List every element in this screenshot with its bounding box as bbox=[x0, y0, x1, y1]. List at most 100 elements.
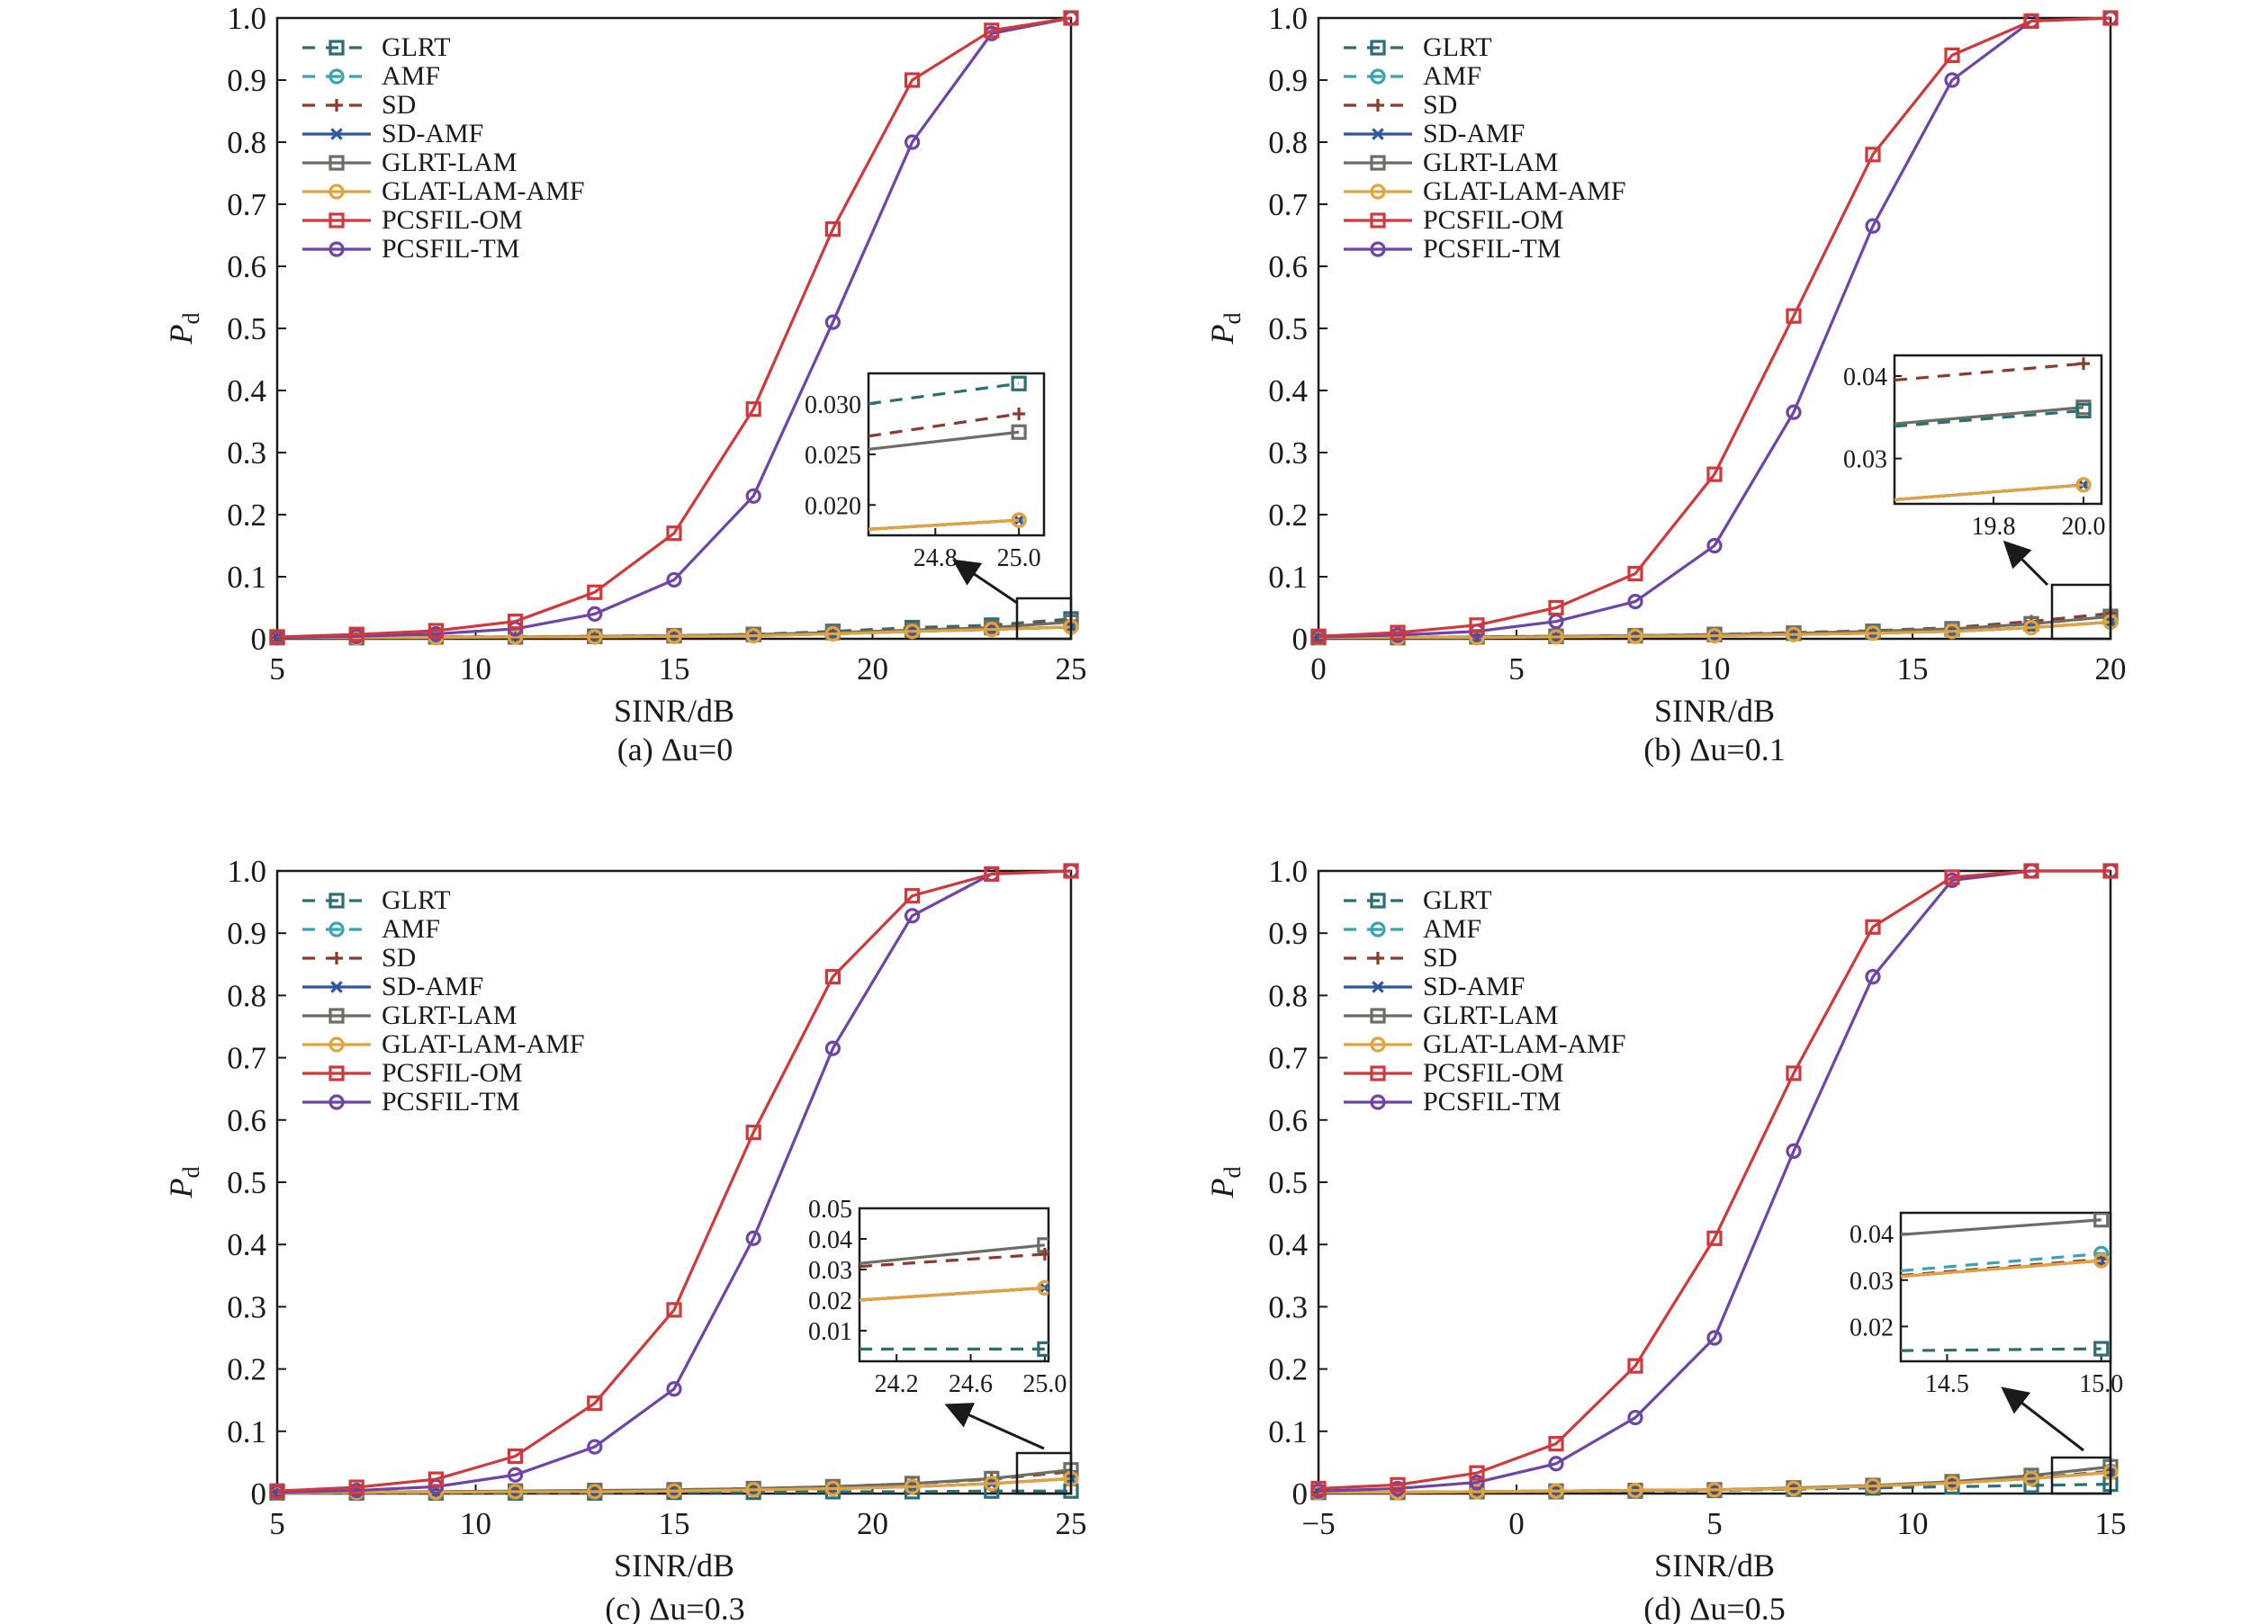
y-tick-label: 0.3 bbox=[1268, 435, 1308, 471]
inset-data-point bbox=[1011, 375, 1027, 391]
legend-label: AMF bbox=[382, 914, 440, 944]
inset-series-glrt bbox=[868, 375, 1027, 406]
y-tick-label: 0.7 bbox=[227, 1041, 266, 1076]
series-line bbox=[1318, 869, 2110, 1491]
y-tick-label: 0.1 bbox=[227, 1414, 266, 1449]
legend-marker bbox=[1372, 99, 1384, 112]
inset: 0.03 0.04 19.8 20.0 bbox=[1843, 354, 2106, 541]
inset-series-line bbox=[868, 381, 1020, 406]
data-point bbox=[824, 969, 842, 985]
legend-marker bbox=[1370, 40, 1386, 56]
inset-series-glrt bbox=[860, 1341, 1048, 1358]
inset-x-tick-label: 15.0 bbox=[2079, 1370, 2123, 1398]
data-point bbox=[1469, 1465, 1485, 1481]
data-point bbox=[1865, 147, 1881, 163]
inset-frame bbox=[858, 1207, 1050, 1363]
data-point bbox=[1706, 1230, 1723, 1246]
y-tick-label: 0 bbox=[251, 622, 267, 657]
y-tick-label: 0.6 bbox=[1268, 1103, 1308, 1138]
legend-item-glrt-lam: GLRT-LAM bbox=[302, 1000, 517, 1030]
inset-y-tick-label: 0.04 bbox=[808, 1226, 852, 1254]
inset-series-glrt-lam bbox=[868, 424, 1027, 451]
legend-label: SD bbox=[1423, 943, 1457, 973]
legend-label: SD bbox=[382, 943, 416, 973]
y-tick-label: 0.9 bbox=[1268, 63, 1308, 98]
data-point bbox=[1548, 599, 1564, 616]
inset-data-point bbox=[2077, 357, 2090, 371]
legend-marker bbox=[328, 68, 345, 85]
legend-marker bbox=[1370, 1036, 1386, 1053]
legend-marker bbox=[328, 212, 345, 229]
y-tick-label: 0.4 bbox=[1268, 373, 1308, 408]
legend-label: GLAT-LAM-AMF bbox=[382, 1029, 585, 1059]
data-point bbox=[984, 622, 1000, 638]
data-point bbox=[587, 1484, 603, 1500]
inset-data-point bbox=[1012, 408, 1026, 420]
legend-marker bbox=[1372, 981, 1384, 993]
data-point bbox=[666, 628, 682, 644]
legend-item-glrt-lam: GLRT-LAM bbox=[302, 148, 517, 177]
inset-x-tick-label: 24.6 bbox=[949, 1370, 993, 1398]
legend: GLRTAMFSDSD-AMFGLRT-LAMGLAT-LAM-AMFPCSFI… bbox=[1344, 32, 1626, 264]
legend-item-amf: AMF bbox=[302, 61, 440, 91]
data-point bbox=[1548, 1456, 1564, 1472]
inset-x-tick-label: 25.0 bbox=[997, 544, 1041, 572]
inset-series-glat-lam-amf bbox=[1894, 477, 2092, 502]
x-tick-label: 10 bbox=[460, 651, 491, 686]
inset-data-point bbox=[2075, 477, 2092, 493]
x-tick-label: 10 bbox=[1897, 1506, 1929, 1541]
legend-item-glrt: GLRT bbox=[302, 885, 451, 915]
x-tick-label: 5 bbox=[269, 1506, 285, 1541]
legend-item-glrt: GLRT bbox=[1344, 885, 1492, 915]
data-point bbox=[587, 629, 603, 645]
legend-marker bbox=[1370, 1094, 1386, 1110]
legend-marker bbox=[1370, 155, 1386, 171]
series-line bbox=[1318, 16, 2111, 639]
legend-marker bbox=[1372, 128, 1384, 140]
legend-item-glrt-lam: GLRT-LAM bbox=[1344, 148, 1558, 177]
legend-marker bbox=[1370, 1065, 1386, 1081]
legend-marker bbox=[330, 981, 343, 993]
inset-x-tick-label: 19.8 bbox=[1972, 513, 2016, 541]
y-tick-label: 0.8 bbox=[1268, 978, 1308, 1013]
legend-item-sd-amf: SD-AMF bbox=[302, 119, 483, 148]
x-axis-label: SINR/dB bbox=[1654, 693, 1775, 729]
inset-y-tick-label: 0.02 bbox=[808, 1288, 852, 1315]
subplot-d: 00.10.20.30.40.50.60.70.80.91.0−5 0 5 10 15S… bbox=[1204, 854, 2127, 1624]
y-tick-label: 0.7 bbox=[1268, 1041, 1308, 1076]
data-point bbox=[984, 866, 1000, 883]
y-tick-label: 0.4 bbox=[227, 373, 266, 408]
data-point bbox=[745, 401, 761, 417]
y-tick-label: 0.8 bbox=[1268, 125, 1308, 160]
legend-label: AMF bbox=[1423, 61, 1481, 91]
data-point bbox=[1944, 47, 1960, 64]
data-point bbox=[1548, 1436, 1564, 1452]
data-point bbox=[269, 1483, 285, 1499]
inset-series-glrt bbox=[1894, 402, 2092, 428]
data-point bbox=[2102, 863, 2119, 879]
inset-series-sd bbox=[868, 408, 1026, 438]
legend-marker bbox=[1372, 952, 1384, 965]
data-point bbox=[1865, 969, 1881, 985]
inset-y-tick-label: 0.05 bbox=[808, 1196, 852, 1224]
data-point bbox=[1944, 72, 1960, 88]
x-tick-label: 10 bbox=[1699, 651, 1731, 686]
legend-item-pcsfil-tm: PCSFIL-TM bbox=[1344, 1087, 1561, 1117]
legend-marker bbox=[1370, 1008, 1386, 1024]
legend-label: PCSFIL-TM bbox=[1423, 1087, 1561, 1117]
inset-x-tick-label: 24.8 bbox=[914, 544, 958, 572]
data-point bbox=[507, 629, 524, 645]
inset-y-tick-label: 0.04 bbox=[1850, 1221, 1894, 1249]
inset-data-point bbox=[1011, 512, 1027, 528]
inset-series-line bbox=[868, 430, 1020, 451]
data-point bbox=[1706, 627, 1723, 644]
x-tick-label: 5 bbox=[269, 651, 285, 686]
zoom-arrow bbox=[2001, 1386, 2084, 1452]
y-tick-label: 0.5 bbox=[1268, 311, 1308, 346]
legend-label: SD-AMF bbox=[382, 972, 483, 1001]
x-axis-label: SINR/dB bbox=[614, 1548, 734, 1584]
y-tick-label: 0.7 bbox=[1268, 187, 1308, 222]
inset-y-tick-label: 0.030 bbox=[805, 391, 861, 419]
inset-series-line bbox=[860, 1243, 1046, 1265]
data-point bbox=[428, 1471, 444, 1487]
